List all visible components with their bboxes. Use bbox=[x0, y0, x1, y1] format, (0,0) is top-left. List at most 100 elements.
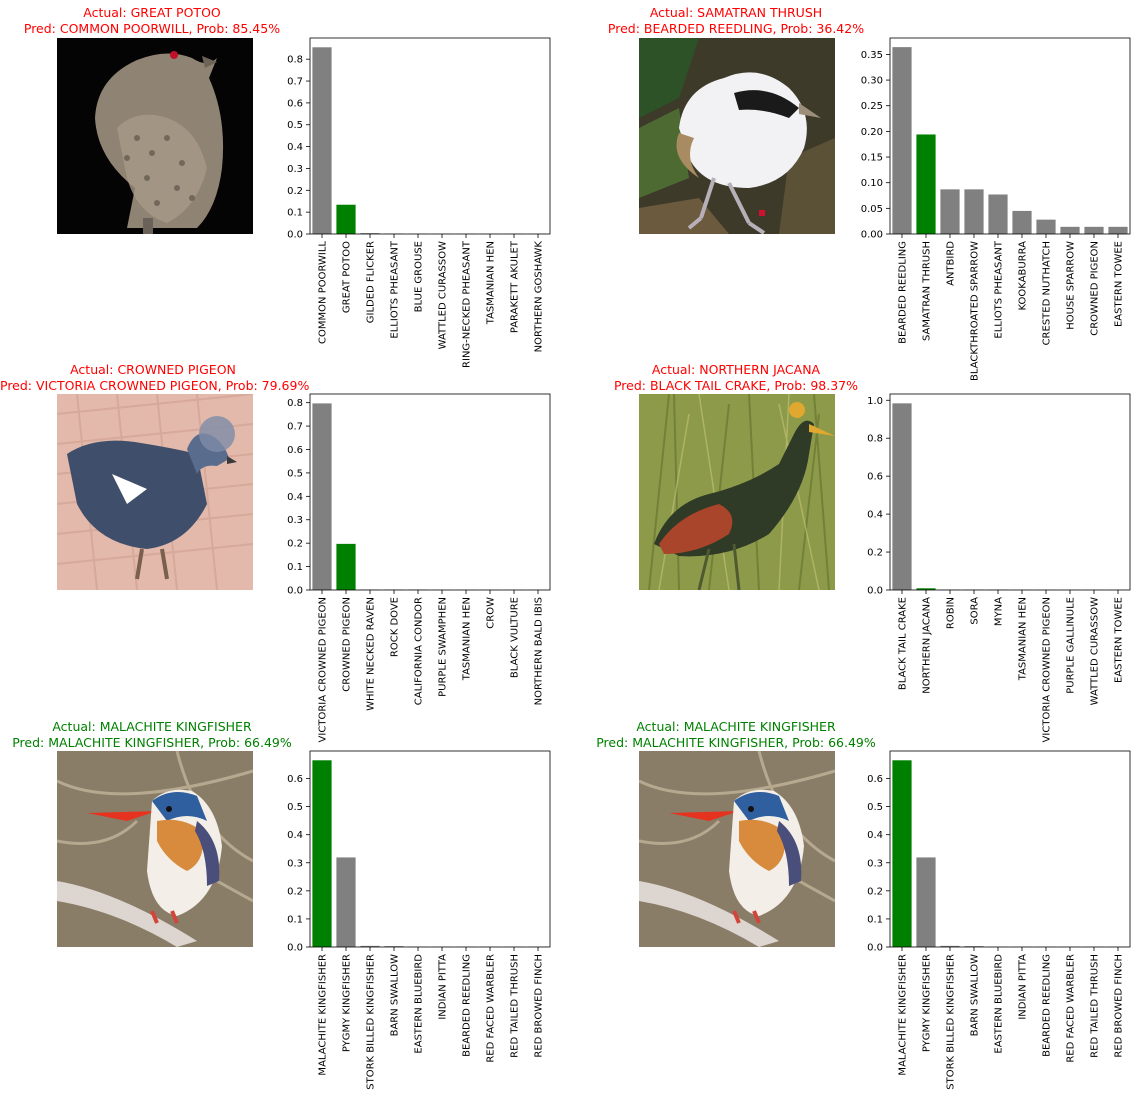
x-tick-label: BLACKTHROATED SPARROW bbox=[970, 241, 981, 381]
panel-title: Actual: SAMATRAN THRUSH Pred: BEARDED RE… bbox=[586, 5, 886, 37]
x-tick-label: RED TAILED THRUSH bbox=[1090, 954, 1101, 1058]
x-tick-label: INDIAN PITTA bbox=[1018, 954, 1029, 1020]
y-tick-label: 0.0 bbox=[287, 586, 303, 597]
actual-label: Actual: CROWNED PIGEON bbox=[0, 362, 306, 378]
bar bbox=[336, 205, 355, 234]
x-tick-label: PYGMY KINGFISHER bbox=[922, 954, 933, 1052]
y-tick-label: 0.6 bbox=[867, 472, 883, 483]
y-tick-label: 0.4 bbox=[287, 830, 303, 841]
y-tick-label: 0.8 bbox=[867, 434, 883, 445]
x-tick-label: BARN SWALLOW bbox=[970, 954, 981, 1036]
y-tick-label: 0.0 bbox=[287, 943, 303, 954]
samatran-thrush-photo bbox=[639, 38, 835, 234]
x-tick-label: PARAKETT AKULET bbox=[510, 240, 521, 333]
x-tick-label: KOOKABURRA bbox=[1018, 241, 1029, 311]
y-tick-label: 1.0 bbox=[867, 396, 883, 407]
great-potoo-photo bbox=[57, 38, 253, 234]
y-tick-label: 0.5 bbox=[287, 120, 303, 131]
y-tick-label: 0.25 bbox=[861, 101, 883, 112]
x-tick-label: PURPLE GALLINULE bbox=[1066, 597, 1077, 694]
x-tick-label: BEARDED REEDLING bbox=[462, 954, 473, 1057]
x-tick-label: ANTBIRD bbox=[946, 241, 957, 286]
y-tick-label: 0.4 bbox=[287, 492, 303, 503]
y-tick-label: 0.7 bbox=[287, 422, 303, 433]
y-tick-label: 0.20 bbox=[861, 127, 883, 138]
y-tick-label: 0.2 bbox=[287, 886, 303, 897]
y-tick-label: 0.2 bbox=[867, 886, 883, 897]
y-tick-label: 0.6 bbox=[287, 98, 303, 109]
x-tick-label: SAMATRAN THRUSH bbox=[922, 241, 933, 341]
x-tick-label: RED FACED WARBLER bbox=[486, 954, 497, 1063]
x-tick-label: WATTLED CURASSOW bbox=[438, 241, 449, 349]
y-tick-label: 0.3 bbox=[287, 164, 303, 175]
y-tick-label: 0.10 bbox=[861, 178, 883, 189]
x-tick-label: STORK BILLED KINGFISHER bbox=[366, 954, 377, 1090]
bar bbox=[892, 47, 911, 234]
x-tick-label: TASMANIAN HEN bbox=[1018, 597, 1029, 681]
x-tick-label: RED BROWED FINCH bbox=[534, 954, 545, 1058]
x-tick-label: NORTHERN GOSHAWK bbox=[534, 241, 545, 353]
y-tick-label: 0.30 bbox=[861, 76, 883, 87]
actual-label: Actual: MALACHITE KINGFISHER bbox=[2, 719, 302, 735]
x-tick-label: STORK BILLED KINGFISHER bbox=[946, 954, 957, 1090]
predicted-label: Pred: BLACK TAIL CRAKE, Prob: 98.37% bbox=[586, 378, 886, 394]
x-tick-label: ELLIOTS PHEASANT bbox=[994, 240, 1005, 338]
x-tick-label: EASTERN TOWEE bbox=[1114, 241, 1125, 327]
y-tick-label: 0.2 bbox=[287, 186, 303, 197]
plot-frame bbox=[310, 38, 550, 234]
y-tick-label: 0.1 bbox=[287, 562, 303, 573]
predicted-label: Pred: VICTORIA CROWNED PIGEON, Prob: 79.… bbox=[0, 378, 306, 394]
bar bbox=[1036, 220, 1055, 234]
x-tick-label: PYGMY KINGFISHER bbox=[342, 954, 353, 1052]
y-tick-label: 0.6 bbox=[287, 774, 303, 785]
x-tick-label: ROBIN bbox=[946, 597, 957, 629]
y-tick-label: 0.4 bbox=[867, 510, 883, 521]
x-tick-label: ROCK DOVE bbox=[390, 597, 401, 657]
x-tick-label: BEARDED REEDLING bbox=[1042, 954, 1053, 1057]
x-tick-label: PURPLE SWAMPHEN bbox=[438, 597, 449, 697]
x-tick-label: SORA bbox=[970, 597, 981, 625]
x-tick-label: TASMANIAN HEN bbox=[486, 241, 497, 325]
x-tick-label: WATTLED CURASSOW bbox=[1090, 597, 1101, 705]
predicted-label: Pred: BEARDED REEDLING, Prob: 36.42% bbox=[586, 21, 886, 37]
y-tick-label: 0.15 bbox=[861, 153, 883, 164]
bar bbox=[988, 194, 1007, 234]
x-tick-label: BLACK TAIL CRAKE bbox=[898, 597, 909, 690]
x-tick-label: BEARDED REEDLING bbox=[898, 241, 909, 344]
x-tick-label: CALIFORNIA CONDOR bbox=[414, 597, 425, 705]
x-tick-label: BLACK VULTURE bbox=[510, 597, 521, 678]
panel-title: Actual: MALACHITE KINGFISHER Pred: MALAC… bbox=[2, 719, 302, 751]
actual-label: Actual: NORTHERN JACANA bbox=[586, 362, 886, 378]
y-tick-label: 0.2 bbox=[287, 539, 303, 550]
malachite-kingfisher-photo bbox=[639, 751, 835, 947]
y-tick-label: 0.5 bbox=[287, 468, 303, 479]
y-tick-label: 0.8 bbox=[287, 55, 303, 66]
bar bbox=[964, 189, 983, 234]
x-tick-label: EASTERN BLUEBIRD bbox=[994, 954, 1005, 1054]
bar bbox=[892, 760, 911, 947]
x-tick-label: CROW bbox=[486, 597, 497, 629]
y-tick-label: 0.00 bbox=[861, 230, 883, 241]
x-tick-label: CRESTED NUTHATCH bbox=[1042, 241, 1053, 345]
panel-title: Actual: GREAT POTOO Pred: COMMON POORWIL… bbox=[2, 5, 302, 37]
panel-title: Actual: CROWNED PIGEON Pred: VICTORIA CR… bbox=[0, 362, 306, 394]
x-tick-label: RED TAILED THRUSH bbox=[510, 954, 521, 1058]
predicted-label: Pred: MALACHITE KINGFISHER, Prob: 66.49% bbox=[2, 735, 302, 751]
predicted-label: Pred: MALACHITE KINGFISHER, Prob: 66.49% bbox=[586, 735, 886, 751]
actual-label: Actual: GREAT POTOO bbox=[2, 5, 302, 21]
panel-title: Actual: MALACHITE KINGFISHER Pred: MALAC… bbox=[586, 719, 886, 751]
y-tick-label: 0.6 bbox=[287, 445, 303, 456]
y-tick-label: 0.5 bbox=[287, 802, 303, 813]
y-tick-label: 0.2 bbox=[867, 548, 883, 559]
bar bbox=[1060, 227, 1079, 234]
x-tick-label: WHITE NECKED RAVEN bbox=[366, 597, 377, 711]
bar bbox=[916, 134, 935, 234]
y-tick-label: 0.3 bbox=[287, 858, 303, 869]
bar bbox=[336, 857, 355, 947]
x-tick-label: CROWNED PIGEON bbox=[1090, 241, 1101, 336]
y-tick-label: 0.35 bbox=[861, 50, 883, 61]
x-tick-label: ELLIOTS PHEASANT bbox=[390, 240, 401, 338]
y-tick-label: 0.7 bbox=[287, 77, 303, 88]
